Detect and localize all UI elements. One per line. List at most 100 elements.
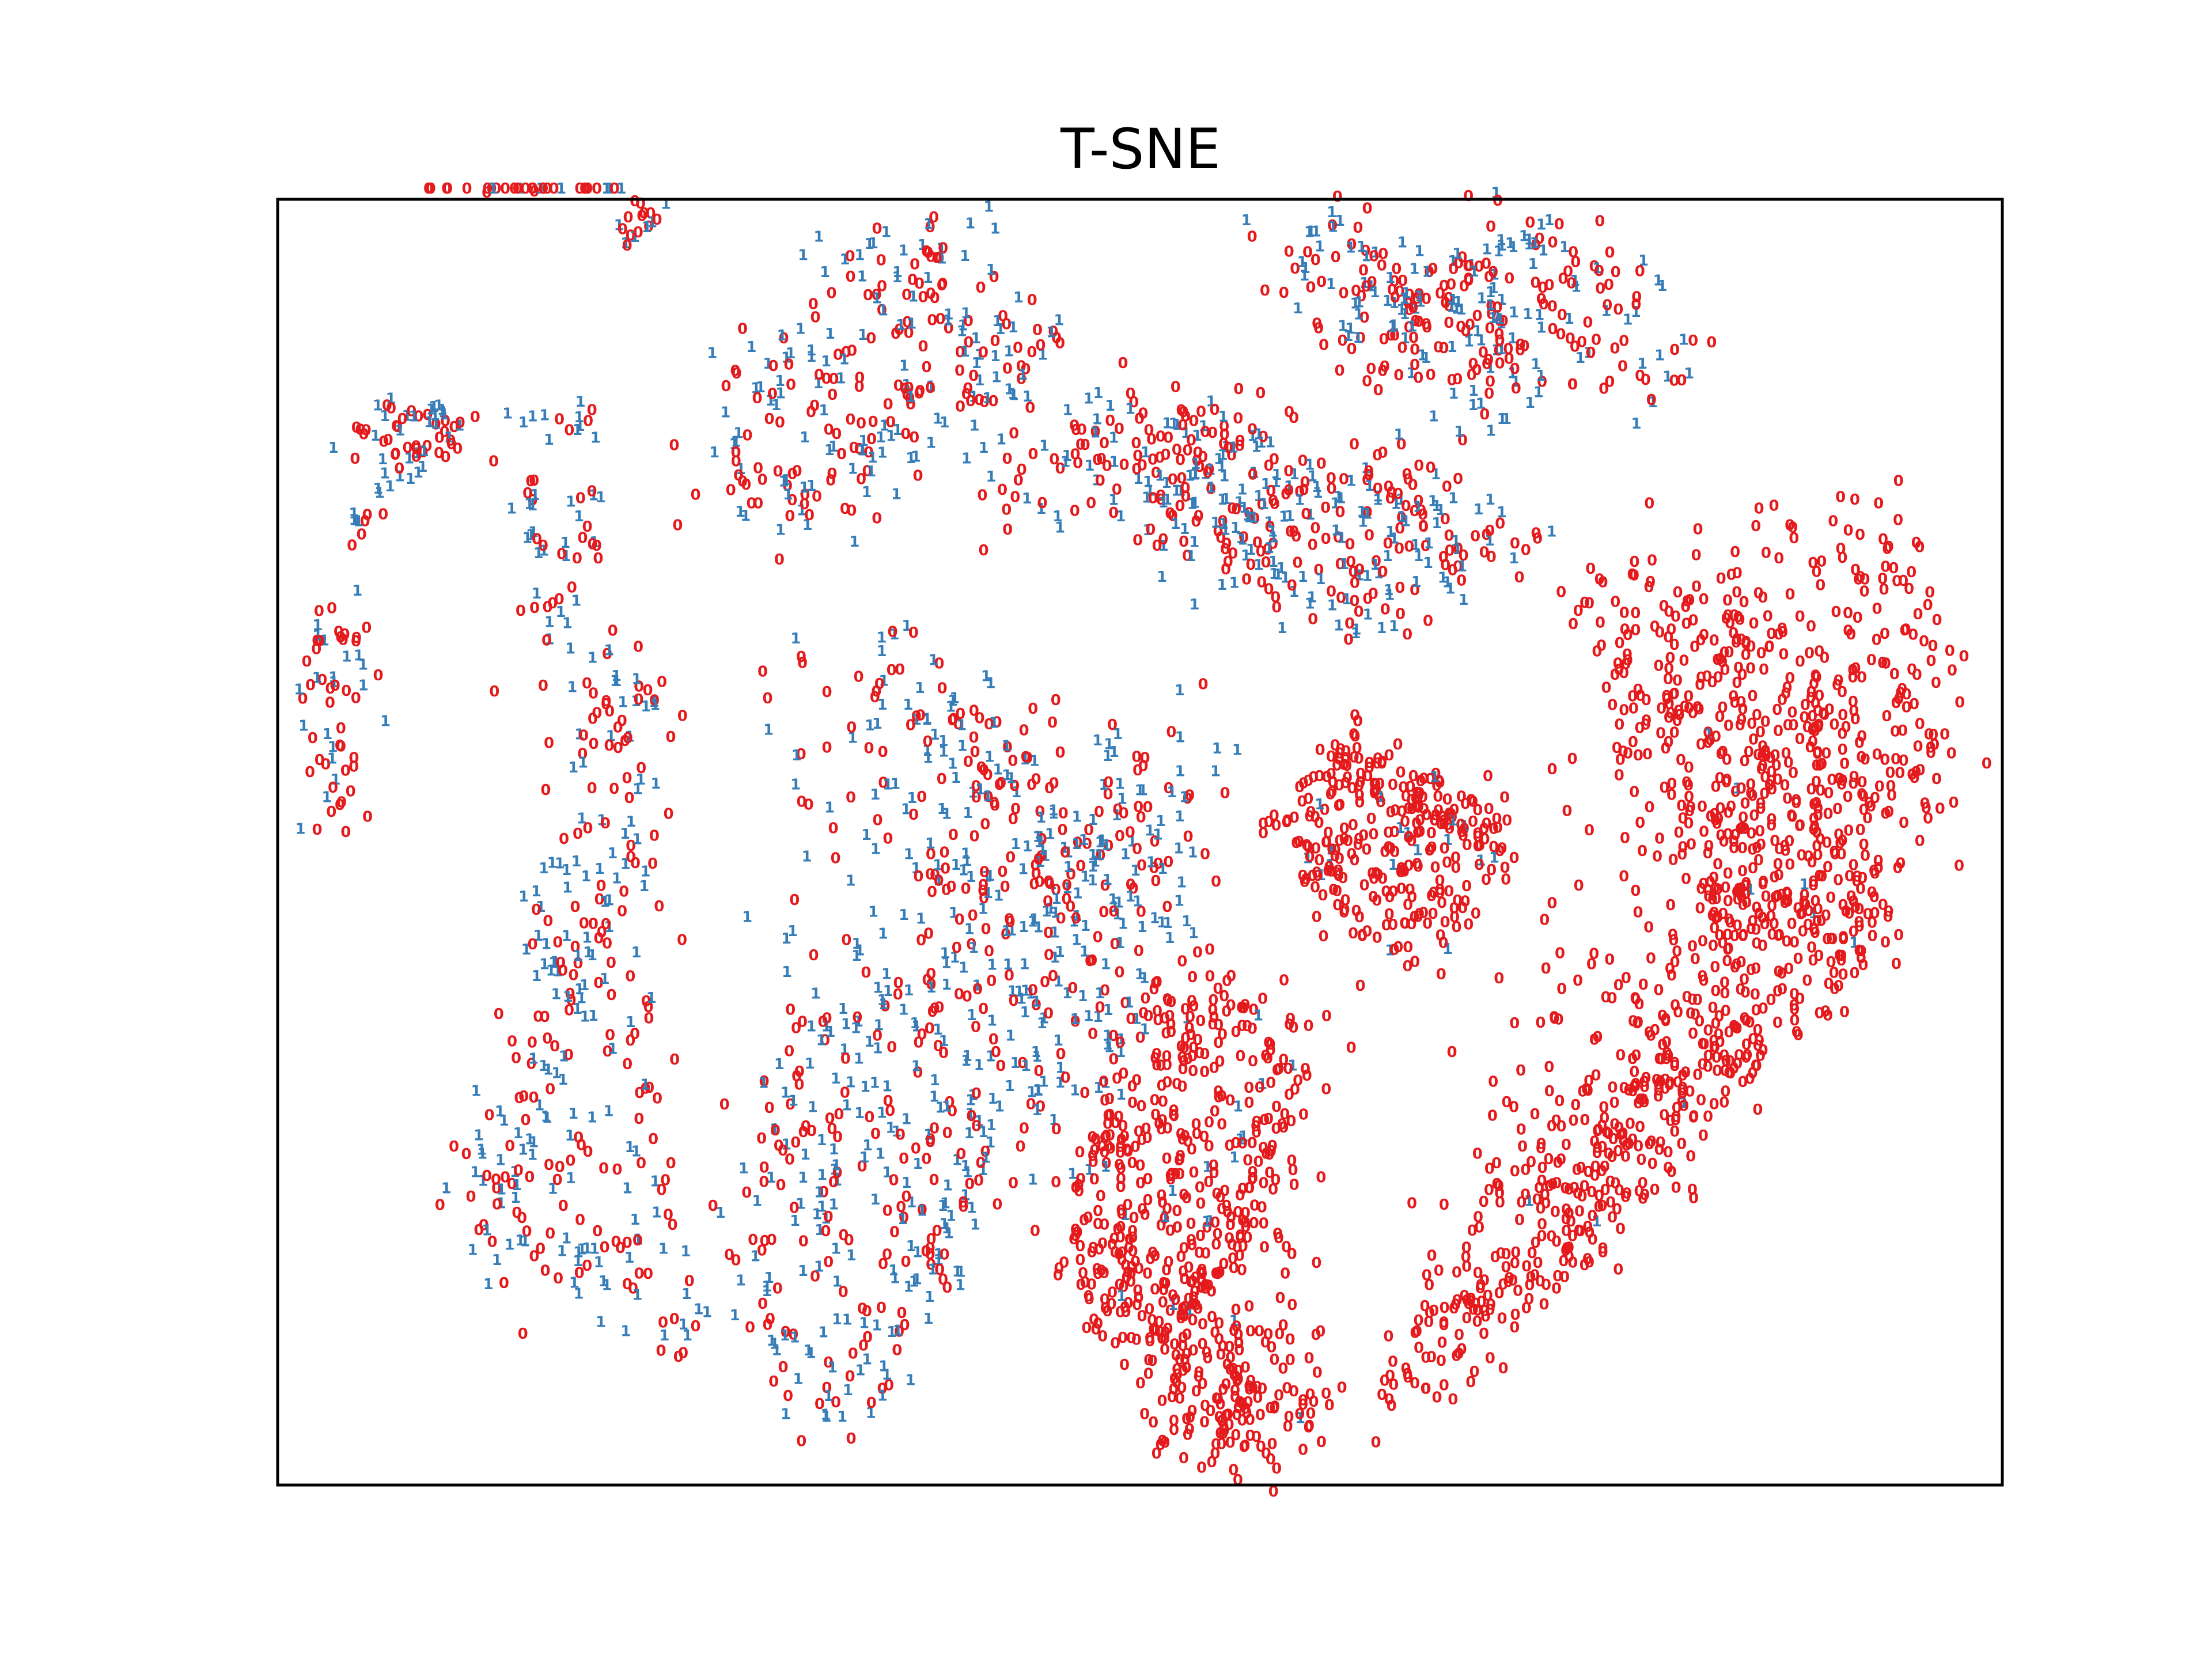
scatter-point-class-0: 0 bbox=[1758, 1000, 1768, 1017]
scatter-point-class-0: 0 bbox=[386, 400, 396, 417]
scatter-point-class-0: 0 bbox=[1369, 248, 1379, 266]
scatter-point-class-0: 0 bbox=[1460, 893, 1470, 910]
scatter-point-class-1: 1 bbox=[524, 1131, 535, 1149]
scatter-point-class-0: 0 bbox=[974, 1172, 984, 1190]
scatter-point-class-0: 0 bbox=[1551, 1280, 1562, 1297]
scatter-point-class-0: 0 bbox=[351, 419, 362, 437]
scatter-point-class-0: 0 bbox=[1856, 749, 1866, 766]
scatter-point-class-0: 0 bbox=[1722, 592, 1733, 609]
scatter-point-class-0: 0 bbox=[576, 1137, 586, 1154]
scatter-point-class-0: 0 bbox=[334, 623, 344, 641]
scatter-point-class-0: 0 bbox=[1171, 379, 1181, 396]
scatter-point-class-0: 0 bbox=[1138, 757, 1149, 775]
scatter-point-class-0: 0 bbox=[1423, 613, 1433, 630]
scatter-point-class-0: 0 bbox=[547, 595, 558, 612]
scatter-point-class-0: 0 bbox=[634, 679, 644, 696]
scatter-point-class-0: 0 bbox=[535, 1240, 546, 1257]
scatter-point-class-1: 1 bbox=[800, 1146, 810, 1164]
scatter-point-class-0: 0 bbox=[1284, 1086, 1294, 1104]
scatter-point-class-0: 0 bbox=[555, 955, 566, 972]
scatter-point-class-1: 1 bbox=[574, 409, 584, 426]
scatter-point-class-0: 0 bbox=[1222, 972, 1232, 990]
scatter-point-class-1: 1 bbox=[614, 217, 624, 234]
scatter-point-class-0: 0 bbox=[1158, 531, 1168, 548]
scatter-point-class-0: 0 bbox=[1646, 950, 1656, 968]
scatter-point-class-1: 1 bbox=[682, 1327, 692, 1344]
scatter-point-class-1: 1 bbox=[1190, 495, 1200, 512]
scatter-point-class-1: 1 bbox=[942, 1177, 953, 1195]
scatter-point-class-0: 0 bbox=[947, 712, 957, 729]
scatter-point-class-0: 0 bbox=[593, 550, 603, 567]
scatter-point-class-0: 0 bbox=[921, 243, 931, 260]
scatter-point-class-1: 1 bbox=[1115, 935, 1125, 952]
scatter-point-class-1: 1 bbox=[752, 1193, 762, 1210]
scatter-point-class-0: 0 bbox=[1832, 677, 1842, 694]
scatter-point-class-1: 1 bbox=[881, 1366, 892, 1384]
scatter-point-class-0: 0 bbox=[1426, 459, 1436, 476]
scatter-point-class-0: 0 bbox=[1132, 840, 1142, 858]
scatter-point-class-0: 0 bbox=[1303, 1018, 1313, 1035]
scatter-point-class-0: 0 bbox=[1690, 950, 1700, 968]
scatter-point-class-0: 0 bbox=[518, 1325, 528, 1343]
scatter-point-class-0: 0 bbox=[1948, 794, 1959, 812]
scatter-point-class-0: 0 bbox=[1782, 679, 1792, 696]
scatter-point-class-1: 1 bbox=[1022, 838, 1032, 855]
scatter-point-class-0: 0 bbox=[1510, 1306, 1521, 1324]
scatter-point-class-1: 1 bbox=[1279, 509, 1289, 526]
scatter-point-class-0: 0 bbox=[582, 820, 593, 837]
scatter-point-class-0: 0 bbox=[1520, 1186, 1531, 1203]
scatter-point-class-0: 0 bbox=[588, 916, 599, 933]
scatter-point-class-0: 0 bbox=[402, 440, 412, 457]
scatter-point-class-1: 1 bbox=[898, 242, 908, 259]
scatter-point-class-0: 0 bbox=[1838, 929, 1849, 946]
scatter-point-class-0: 0 bbox=[382, 397, 392, 415]
scatter-point-class-0: 0 bbox=[465, 1188, 476, 1206]
scatter-point-class-0: 0 bbox=[1463, 188, 1474, 205]
scatter-point-class-0: 0 bbox=[1853, 609, 1863, 627]
scatter-point-class-0: 0 bbox=[1947, 662, 1957, 679]
scatter-point-class-0: 0 bbox=[836, 446, 847, 463]
scatter-point-class-0: 0 bbox=[311, 641, 321, 658]
scatter-point-class-0: 0 bbox=[1573, 972, 1583, 990]
scatter-point-class-0: 0 bbox=[1719, 1047, 1729, 1065]
scatter-point-class-1: 1 bbox=[709, 444, 719, 461]
scatter-point-class-0: 0 bbox=[935, 311, 946, 328]
scatter-point-class-0: 0 bbox=[1613, 1261, 1623, 1278]
scatter-point-class-0: 0 bbox=[764, 1100, 775, 1117]
scatter-point-class-1: 1 bbox=[819, 402, 829, 419]
scatter-point-class-1: 1 bbox=[980, 1149, 991, 1166]
scatter-point-class-0: 0 bbox=[1666, 775, 1677, 793]
scatter-point-class-0: 0 bbox=[908, 624, 919, 642]
scatter-point-class-1: 1 bbox=[1090, 854, 1100, 871]
scatter-point-class-0: 0 bbox=[1661, 740, 1671, 757]
scatter-point-class-0: 0 bbox=[1453, 471, 1463, 488]
scatter-point-class-1: 1 bbox=[943, 312, 953, 329]
scatter-point-class-1: 1 bbox=[1423, 535, 1434, 552]
scatter-point-class-0: 0 bbox=[1526, 1154, 1536, 1171]
scatter-point-class-0: 0 bbox=[1556, 981, 1567, 998]
scatter-point-class-0: 0 bbox=[1498, 1360, 1508, 1377]
scatter-point-class-0: 0 bbox=[390, 446, 400, 464]
scatter-point-class-1: 1 bbox=[631, 693, 641, 710]
scatter-point-class-0: 0 bbox=[418, 444, 428, 461]
scatter-point-class-0: 0 bbox=[378, 434, 389, 451]
scatter-point-class-0: 0 bbox=[844, 248, 855, 266]
scatter-point-class-1: 1 bbox=[322, 726, 332, 743]
scatter-point-class-0: 0 bbox=[1893, 927, 1904, 944]
scatter-point-class-0: 0 bbox=[1923, 810, 1933, 827]
scatter-point-class-0: 0 bbox=[1838, 707, 1848, 724]
scatter-point-class-0: 0 bbox=[1619, 868, 1629, 885]
scatter-point-class-0: 0 bbox=[856, 471, 866, 488]
scatter-point-class-0: 0 bbox=[312, 632, 322, 650]
scatter-point-class-1: 1 bbox=[806, 349, 816, 366]
scatter-point-class-0: 0 bbox=[663, 1206, 673, 1224]
scatter-point-class-1: 1 bbox=[814, 1259, 824, 1276]
scatter-point-class-0: 0 bbox=[1907, 661, 1917, 679]
scatter-point-class-0: 0 bbox=[925, 1134, 935, 1151]
scatter-point-class-0: 0 bbox=[1157, 1078, 1167, 1095]
scatter-point-class-0: 0 bbox=[1351, 282, 1361, 300]
scatter-point-class-0: 0 bbox=[1635, 368, 1645, 385]
scatter-point-class-1: 1 bbox=[851, 948, 862, 965]
scatter-point-class-0: 0 bbox=[1653, 982, 1664, 999]
scatter-point-class-0: 0 bbox=[622, 1234, 632, 1252]
